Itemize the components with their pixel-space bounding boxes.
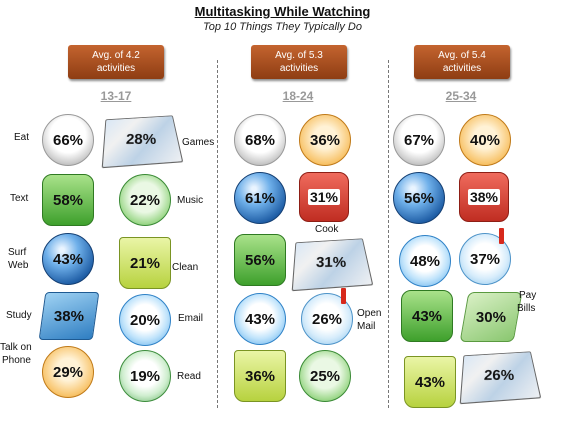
data-label: 22% (129, 191, 161, 209)
activity-label: Pay (519, 290, 537, 301)
envelope-icon: 48% (399, 235, 451, 287)
phone-icon: 29% (42, 346, 94, 398)
age-group-label: 13-17 (100, 89, 132, 103)
data-label: 38% (467, 189, 501, 205)
avg-box-line1: Avg. of 5.3 (275, 50, 323, 61)
cooking-pot-icon: 31% (299, 172, 349, 222)
data-label: 20% (129, 311, 161, 329)
phone-icon: 40% (459, 114, 511, 166)
activity-label: Study (6, 310, 32, 321)
activity-label: Music (177, 195, 204, 206)
data-label: 48% (409, 252, 441, 270)
books-icon: 38% (38, 292, 100, 340)
data-label: 26% (311, 310, 343, 328)
mailbox-flag (499, 228, 504, 244)
data-label: 56% (244, 251, 276, 269)
data-label: 36% (309, 131, 341, 149)
cleaning-bucket-icon: 43% (404, 356, 456, 408)
data-label: 19% (129, 367, 161, 385)
age-group-label: 25-34 (445, 89, 477, 103)
avg-box-line2: activities (279, 63, 319, 74)
activity-label: Read (177, 371, 201, 382)
activity-label: Eat (14, 132, 30, 143)
data-label: 37% (469, 250, 501, 268)
globe-icon: 43% (42, 233, 94, 285)
age-group-label: 18-24 (282, 89, 314, 103)
avg-box-line1: Avg. of 4.2 (92, 50, 140, 61)
activity-label: Surf (8, 247, 27, 258)
activity-label: Open (357, 308, 382, 319)
fork-knife-icon: 66% (42, 114, 94, 166)
cooking-pot-icon: 38% (459, 172, 509, 222)
music-note-icon: 22% (119, 174, 171, 226)
activity-label: Mail (357, 321, 376, 332)
avg-box-line2: activities (442, 63, 482, 74)
avg-box-18-24: Avg. of 5.3 activities (251, 45, 347, 79)
data-label: 26% (483, 367, 515, 384)
activity-label: Bills (517, 303, 536, 314)
data-label: 66% (52, 131, 84, 149)
activity-label: Phone (2, 355, 31, 366)
data-label: 31% (307, 189, 341, 205)
data-label: 36% (244, 367, 276, 385)
fork-knife-icon: 67% (393, 114, 445, 166)
chat-bubble-icon: 58% (42, 174, 94, 226)
data-label: 30% (475, 308, 507, 326)
globe-icon: 61% (234, 172, 286, 224)
mailbox-icon: 26% (301, 288, 353, 345)
fork-knife-icon: 68% (234, 114, 286, 166)
data-label: 25% (309, 367, 341, 385)
board-game-icon: 26% (459, 351, 542, 405)
avg-box-line1: Avg. of 5.4 (438, 50, 486, 61)
envelope-icon: 20% (119, 294, 171, 346)
mailbox-icon: 37% (459, 228, 511, 285)
chart-subtitle: Top 10 Things They Typically Do (203, 21, 362, 33)
activity-label: Games (182, 137, 215, 148)
avg-box-line2: activities (96, 63, 136, 74)
activity-label: Talk on (0, 342, 32, 353)
music-note-icon: 25% (299, 350, 351, 402)
data-label: 28% (125, 131, 157, 148)
data-label: 40% (469, 131, 501, 149)
column-divider (217, 60, 218, 408)
data-label: 67% (403, 131, 435, 149)
data-label: 58% (52, 191, 84, 209)
avg-box-25-34: Avg. of 5.4 activities (414, 45, 510, 79)
mailbox-flag (341, 288, 346, 304)
activity-label: Web (8, 260, 29, 271)
activity-label: Clean (172, 262, 199, 273)
data-label: 43% (244, 310, 276, 328)
chat-bubble-icon: 56% (234, 234, 286, 286)
globe-icon: 56% (393, 172, 445, 224)
envelope-icon: 43% (234, 293, 286, 345)
data-label: 43% (52, 250, 84, 268)
chat-bubble-icon: 43% (401, 290, 453, 342)
activity-label: Cook (315, 224, 339, 235)
data-label: 68% (244, 131, 276, 149)
data-label: 43% (411, 307, 443, 325)
data-label: 38% (53, 307, 85, 325)
data-label: 56% (403, 189, 435, 207)
column-divider (388, 60, 389, 408)
board-game-icon: 28% (101, 115, 184, 169)
phone-icon: 36% (299, 114, 351, 166)
data-label: 29% (52, 363, 84, 381)
data-label: 31% (315, 254, 347, 271)
board-game-icon: 31% (291, 238, 374, 292)
activity-label: Email (178, 313, 204, 324)
reading-icon: 19% (119, 350, 171, 402)
cleaning-bucket-icon: 36% (234, 350, 286, 402)
data-label: 61% (244, 189, 276, 207)
activity-label: Text (10, 193, 29, 204)
avg-box-13-17: Avg. of 4.2 activities (68, 45, 164, 79)
cleaning-bucket-icon: 21% (119, 237, 171, 289)
chart-title: Multitasking While Watching (194, 4, 371, 19)
data-label: 21% (129, 254, 161, 272)
money-icon: 30% (459, 292, 523, 342)
data-label: 43% (414, 373, 446, 391)
